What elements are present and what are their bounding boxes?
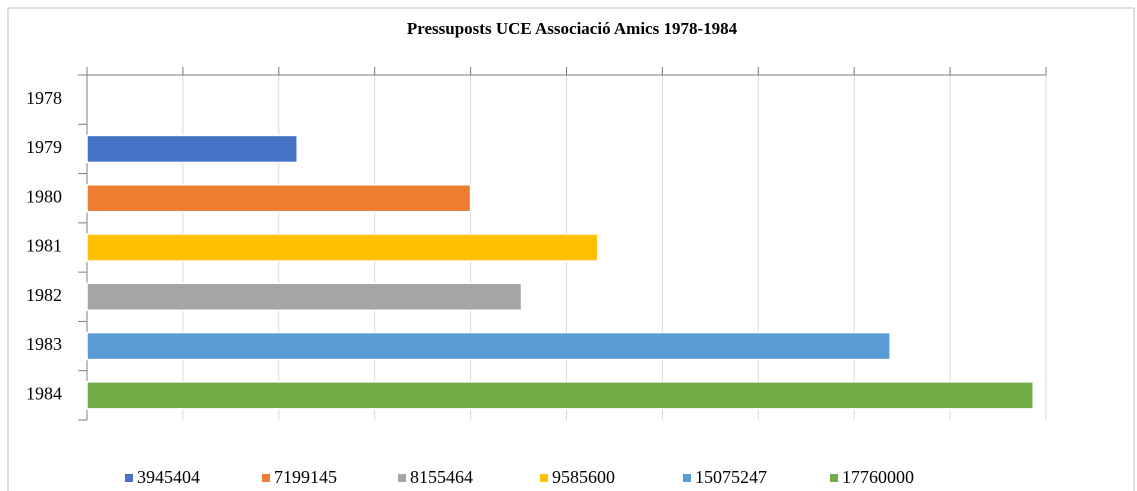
bar — [86, 233, 599, 262]
legend-label: 9585600 — [552, 467, 615, 487]
bar — [86, 331, 891, 361]
legend-label: 8155464 — [410, 467, 473, 487]
y-tick-label: 1978 — [26, 88, 62, 108]
legend-swatch — [398, 474, 406, 482]
chart-title: Pressuposts UCE Associació Amics 1978-19… — [407, 19, 738, 38]
bar — [86, 183, 472, 213]
legend-label: 3945404 — [137, 467, 200, 487]
legend-swatch — [683, 474, 691, 482]
bar — [86, 134, 298, 164]
bar — [86, 282, 523, 312]
legend-label: 15075247 — [695, 467, 767, 487]
y-tick-label: 1979 — [26, 137, 62, 157]
y-tick-label: 1983 — [26, 334, 62, 354]
legend-swatch — [830, 474, 838, 482]
y-tick-label: 1982 — [26, 285, 62, 305]
legend-label: 17760000 — [842, 467, 914, 487]
legend-swatch — [262, 474, 270, 482]
y-tick-label: 1984 — [26, 383, 62, 403]
legend-label: 7199145 — [274, 467, 337, 487]
y-tick-label: 1980 — [26, 186, 62, 206]
bar — [86, 381, 1034, 410]
legend-swatch — [540, 474, 548, 482]
y-tick-label: 1981 — [26, 236, 62, 256]
legend-swatch — [125, 474, 133, 482]
